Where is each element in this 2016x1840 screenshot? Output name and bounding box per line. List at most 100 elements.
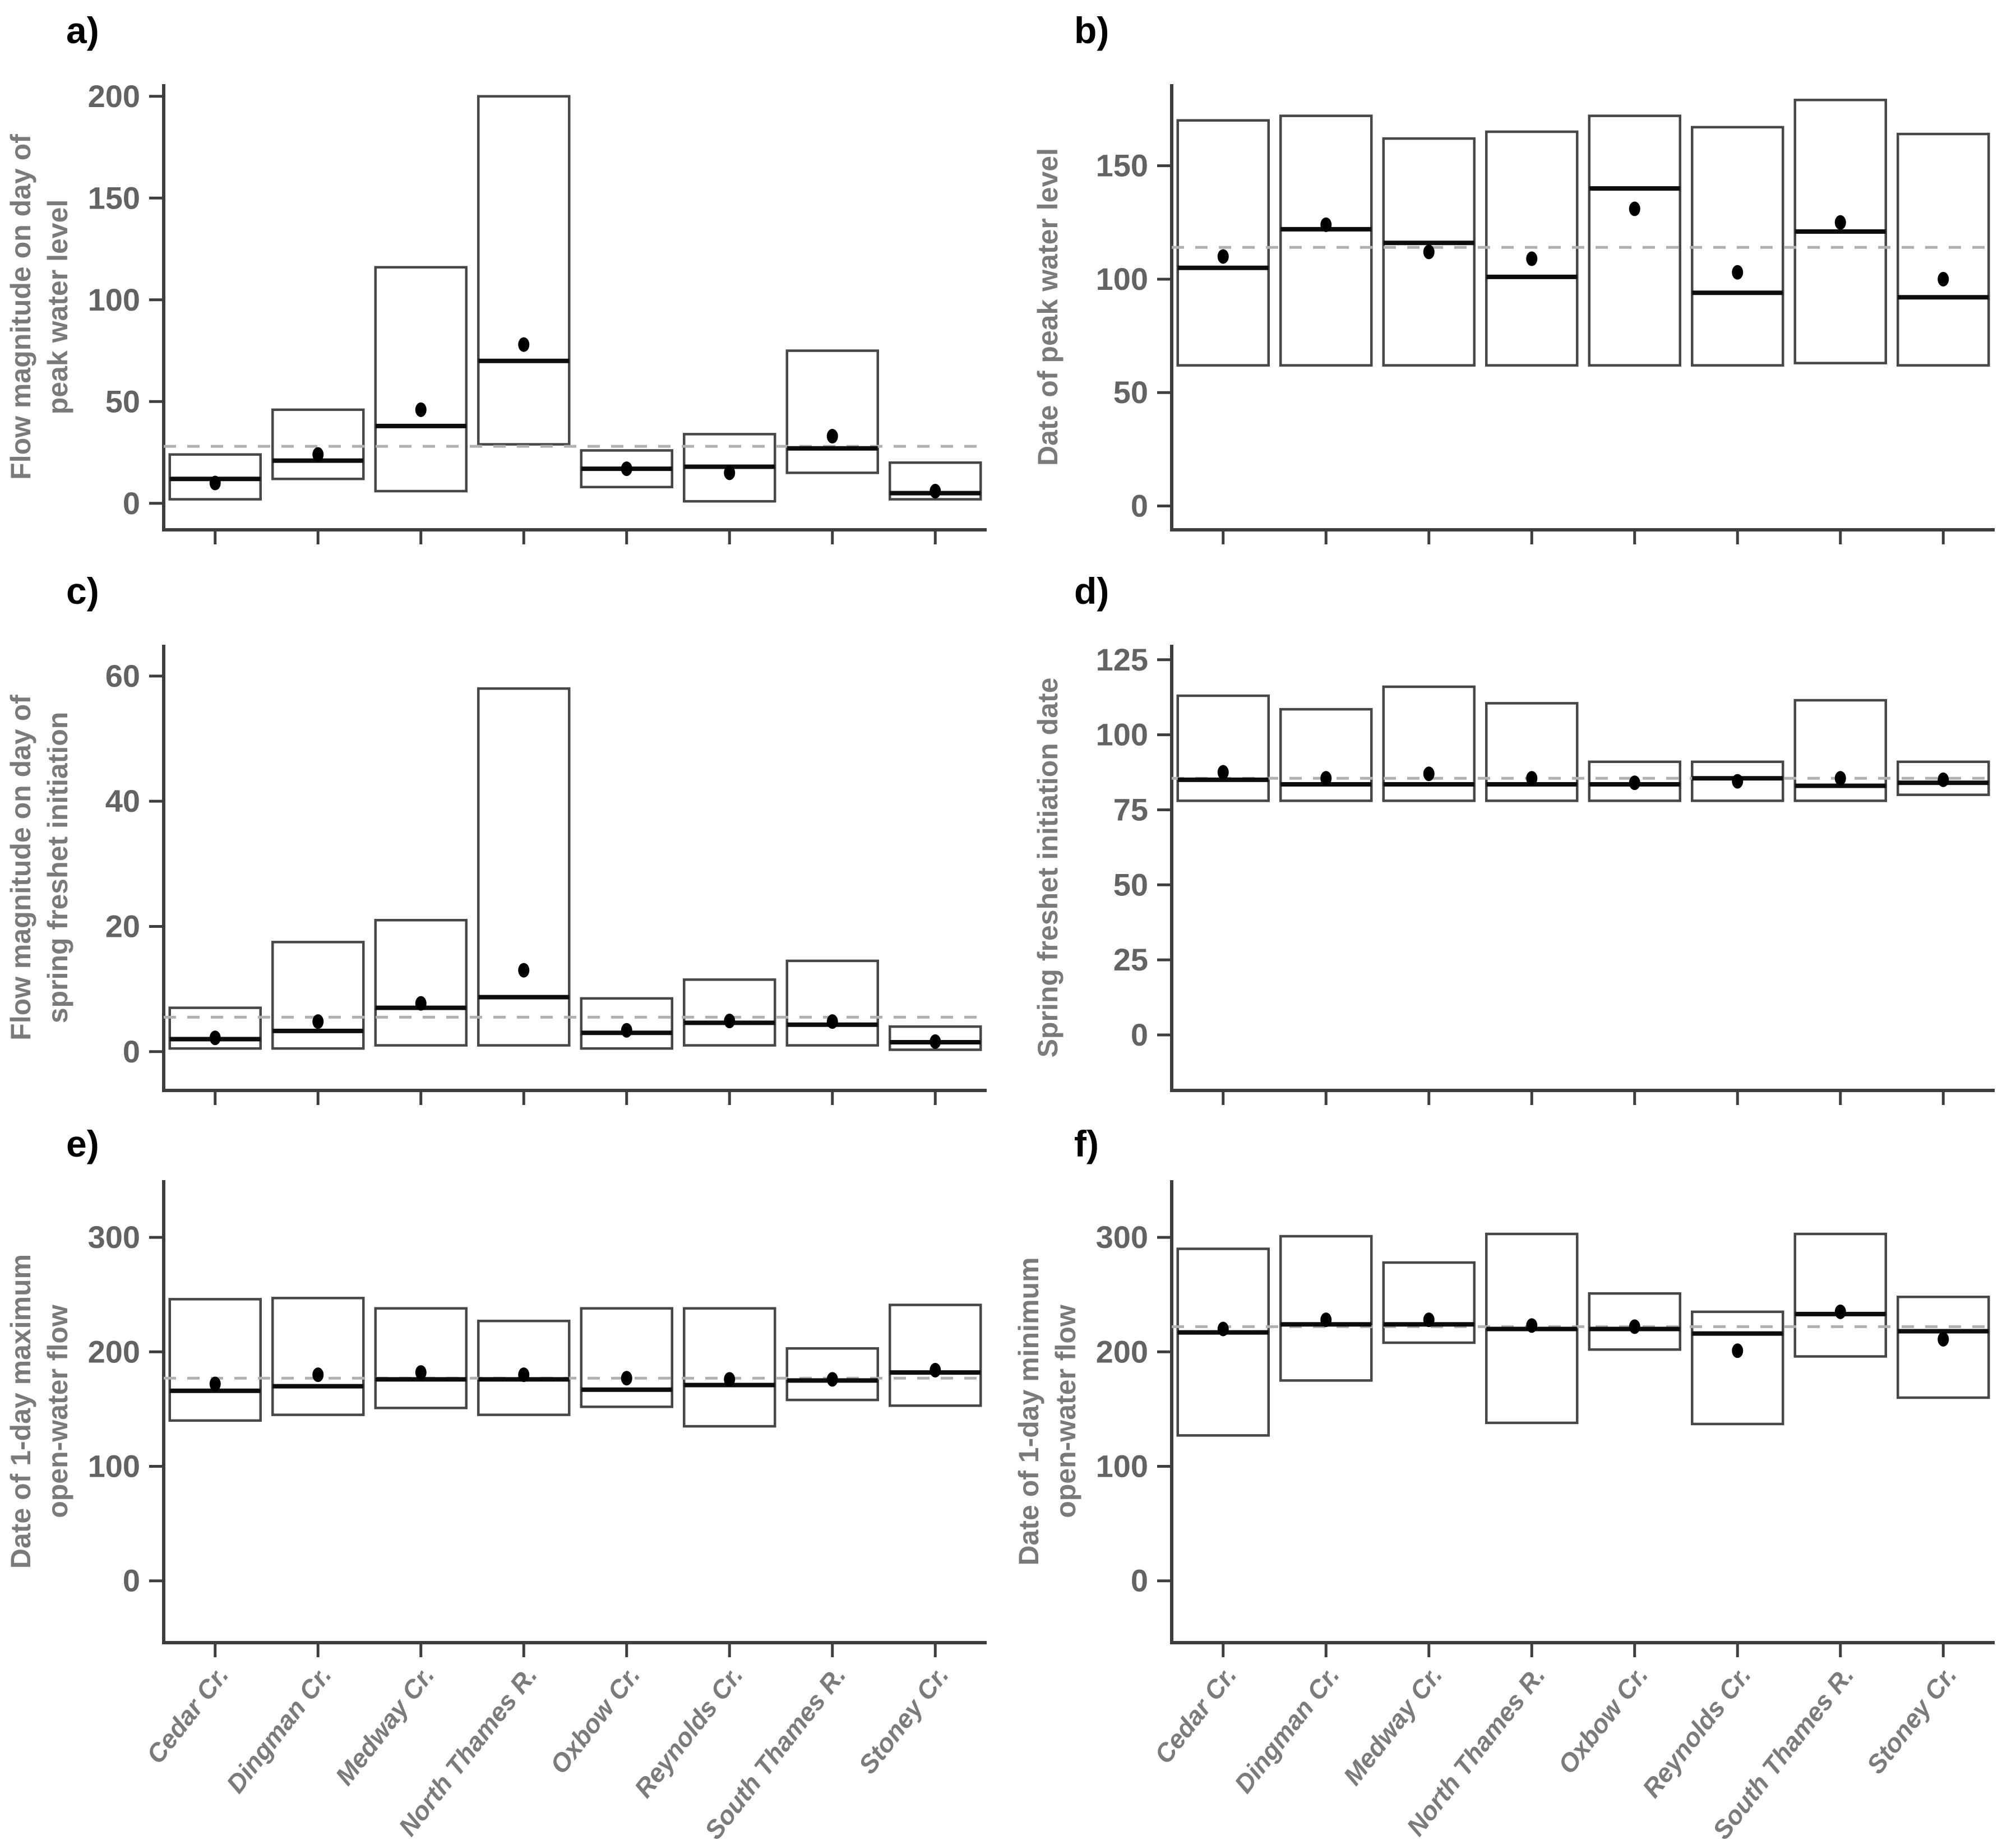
y-tick-label: 0	[1131, 1563, 1148, 1598]
mean-point	[518, 1367, 530, 1383]
panel-f-chart: 0 100 200 300 Date of 1-day minimum open-wate…	[1013, 1180, 1995, 1840]
range-box	[477, 95, 571, 446]
mean-point	[724, 465, 736, 480]
range-box	[1176, 1247, 1270, 1437]
panel-e-chart: 0 100 200 300 Date of 1-day maximum open-wate…	[5, 1180, 987, 1840]
mean-point	[1423, 1312, 1435, 1328]
range-box	[683, 978, 776, 1047]
mean-point	[1320, 217, 1332, 232]
mean-point	[1938, 1332, 1949, 1347]
y-axis-title-line: open-water flow	[42, 1305, 73, 1518]
y-tick-label: 0	[123, 1034, 140, 1069]
panel-d-chart: 0 25 50 75 100 125 Spring freshet initiation d…	[1032, 642, 1995, 1105]
mean-point	[312, 1367, 324, 1383]
x-category-label: Cedar Cr.	[1149, 1661, 1242, 1769]
mean-point	[1732, 265, 1744, 280]
mean-point	[621, 1371, 632, 1386]
mean-point	[209, 1030, 221, 1046]
y-axis-title-line: Date of peak water level	[1032, 148, 1064, 466]
x-category-label: Reynolds Cr.	[1636, 1661, 1756, 1803]
y-tick-label: 20	[105, 908, 140, 944]
mean-point	[1217, 1321, 1229, 1337]
panel-b: b) 0 50 100 150 Date of peak water level	[1008, 0, 2016, 561]
range-box	[683, 1307, 776, 1428]
mean-point	[1732, 1343, 1744, 1358]
y-tick-label: 150	[88, 180, 140, 215]
x-category-label: Stoney Cr.	[1861, 1661, 1962, 1779]
mean-point	[621, 1023, 632, 1038]
mean-point	[1423, 244, 1435, 260]
range-box	[374, 266, 468, 493]
mean-point	[930, 484, 941, 499]
mean-point	[724, 1014, 736, 1029]
x-category-label: Stoney Cr.	[853, 1661, 954, 1779]
mean-point	[826, 1014, 838, 1029]
panel-f: f) 0 100 200 300 Date of 1-day minimum open-w…	[1008, 1121, 2016, 1840]
mean-point	[1834, 771, 1846, 786]
panel-c: c) 0 20 40 60 Flow magnitude on day of spring…	[0, 561, 1008, 1121]
mean-point	[1938, 772, 1949, 787]
panel-a: a) 0 50 100 150 200 Flow magnitude on day of p…	[0, 0, 1008, 561]
y-axis-title-line: Spring freshet initiation date	[1032, 678, 1064, 1058]
y-tick-label: 150	[1096, 148, 1148, 183]
mean-point	[930, 1034, 941, 1049]
y-tick-label: 125	[1096, 642, 1148, 677]
range-box	[785, 959, 879, 1047]
y-tick-label: 50	[1113, 375, 1148, 410]
mean-point	[724, 1372, 736, 1387]
y-tick-label: 25	[1113, 942, 1148, 977]
mean-point	[1629, 201, 1640, 216]
y-axis-title-line: Flow magnitude on day of	[5, 695, 36, 1041]
range-box	[1382, 1261, 1476, 1344]
panel-c-letter: c)	[66, 570, 99, 612]
range-box	[1176, 694, 1270, 802]
mean-point	[312, 1014, 324, 1029]
x-category-label: Oxbow Cr.	[1552, 1661, 1654, 1779]
x-category-label: Oxbow Cr.	[544, 1661, 646, 1779]
y-tick-label: 50	[105, 383, 140, 419]
range-box	[477, 687, 571, 1047]
y-tick-label: 100	[1096, 717, 1148, 752]
range-box	[1176, 119, 1270, 367]
y-axis-title-line: open-water flow	[1050, 1305, 1081, 1518]
y-tick-label: 100	[88, 282, 140, 317]
mean-point	[1526, 251, 1538, 266]
mean-point	[415, 996, 427, 1011]
y-tick-label: 100	[88, 1449, 140, 1484]
mean-point	[415, 402, 427, 417]
mean-point	[1629, 775, 1640, 790]
y-tick-label: 40	[105, 783, 140, 819]
mean-point	[1834, 215, 1846, 230]
range-box	[1897, 1296, 1990, 1399]
x-category-label: Medway Cr.	[330, 1661, 440, 1790]
x-category-label: Medway Cr.	[1338, 1661, 1448, 1790]
range-box	[1897, 132, 1990, 367]
range-box	[1691, 1310, 1784, 1426]
mean-point	[930, 1362, 941, 1377]
mean-point	[1732, 774, 1744, 789]
panel-c-chart: 0 20 40 60 Flow magnitude on day of spring fr…	[5, 645, 987, 1105]
mean-point	[1938, 271, 1949, 286]
y-tick-label: 100	[1096, 261, 1148, 297]
range-box	[271, 408, 365, 480]
range-box	[1279, 114, 1373, 367]
range-box	[785, 349, 879, 474]
panel-e-letter: e)	[66, 1123, 99, 1164]
mean-point	[312, 447, 324, 462]
y-axis-title-line: Date of 1-day minimum	[1013, 1257, 1044, 1565]
panel-f-letter: f)	[1074, 1123, 1099, 1164]
y-tick-label: 0	[1131, 1017, 1148, 1052]
x-category-label: Reynolds Cr.	[628, 1661, 748, 1803]
y-tick-label: 0	[123, 1563, 140, 1598]
mean-point	[1834, 1304, 1846, 1319]
panel-b-letter: b)	[1074, 10, 1109, 51]
range-box	[1382, 685, 1476, 802]
x-category-label: Dingman Cr.	[1228, 1661, 1345, 1799]
range-box	[580, 1307, 673, 1408]
panel-e: e) 0 100 200 300 Date of 1-day maximum open-w…	[0, 1121, 1008, 1840]
y-tick-label: 200	[1096, 1334, 1148, 1369]
y-axis-title-line: Flow magnitude on day of	[5, 134, 36, 480]
panel-b-chart: 0 50 100 150 Date of peak water level	[1032, 84, 1995, 544]
y-tick-label: 0	[123, 486, 140, 521]
